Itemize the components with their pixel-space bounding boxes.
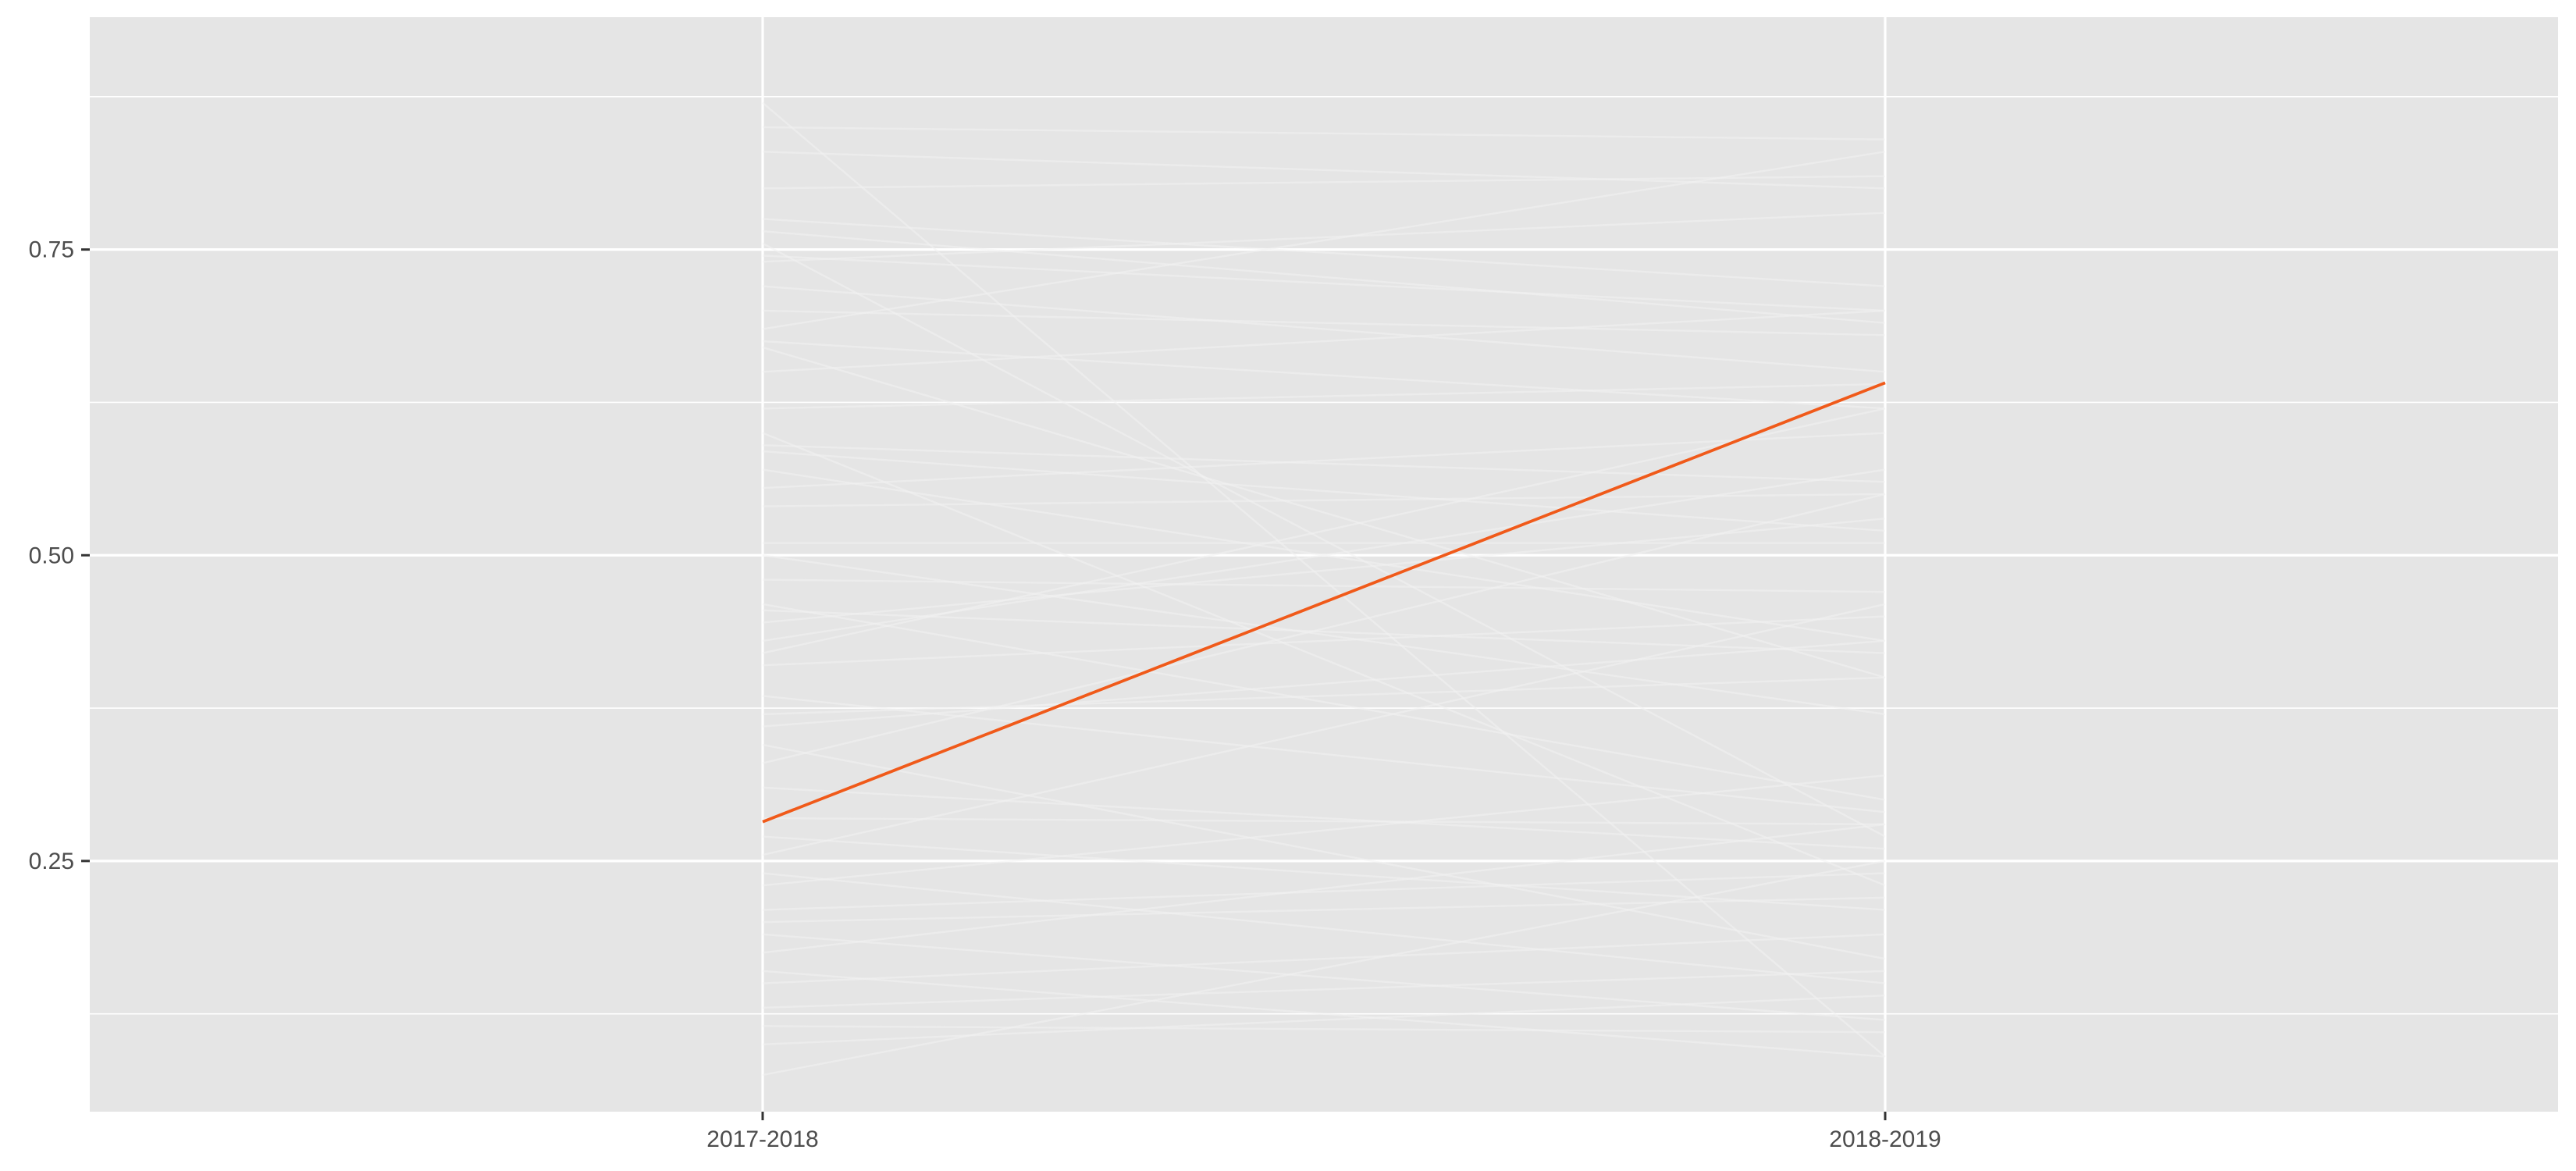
background-series-line <box>762 212 1886 263</box>
background-series-line <box>762 817 1886 826</box>
background-series-line <box>762 126 1886 141</box>
background-series-line <box>762 639 1886 728</box>
background-series-line <box>762 218 1886 287</box>
y-tick-label: 0.75 <box>29 237 74 263</box>
background-series-line <box>762 970 1886 1058</box>
background-series-line <box>762 346 1886 679</box>
background-series-line <box>762 230 1886 324</box>
y-tick-label: 0.25 <box>29 849 74 874</box>
background-series-line <box>762 603 1886 856</box>
background-series-line <box>762 1025 1886 1034</box>
background-series-line <box>762 493 1886 764</box>
background-series-line <box>762 823 1886 954</box>
background-series-line <box>762 603 1886 801</box>
background-series-line <box>762 970 1886 1009</box>
background-series-line <box>762 835 1886 911</box>
background-series-line <box>762 309 1886 336</box>
highlight-series-line <box>762 381 1886 824</box>
background-series-line <box>762 309 1886 373</box>
y-axis: 0.25 0.50 0.75 <box>29 237 90 874</box>
background-series-line <box>762 615 1886 667</box>
background-series-line <box>762 786 1886 850</box>
background-series-line <box>762 933 1886 1021</box>
background-series-line <box>762 432 1886 887</box>
plot-panel <box>90 17 2558 1112</box>
background-series-line <box>762 933 1886 984</box>
background-series-line <box>762 254 1886 312</box>
background-series-line <box>762 695 1886 813</box>
x-axis: 2017-2018 2018-2019 <box>706 1112 1941 1152</box>
background-series-line <box>762 340 1886 410</box>
y-tick-label: 0.50 <box>29 543 74 568</box>
x-tick-label: 2017-2018 <box>706 1127 818 1152</box>
background-series-line <box>762 383 1886 410</box>
background-series-line <box>762 872 1886 911</box>
background-series-line <box>762 774 1886 887</box>
background-series-line <box>762 743 1886 960</box>
background-series-line <box>762 450 1886 532</box>
background-series-line <box>762 175 1886 190</box>
background-series-line <box>762 896 1886 924</box>
x-tick-label: 2018-2019 <box>1829 1127 1941 1152</box>
background-series-line <box>762 444 1886 483</box>
background-series-line <box>762 872 1886 984</box>
background-series-line <box>762 994 1886 1046</box>
background-series-line <box>762 242 1886 838</box>
background-series-group <box>762 101 1886 1077</box>
background-series-line <box>762 860 1886 1077</box>
background-series-line <box>762 518 1886 624</box>
background-series-line <box>762 408 1886 654</box>
background-series-line <box>762 578 1886 593</box>
background-series-line <box>762 285 1886 373</box>
background-series-line <box>762 432 1886 489</box>
background-series-line <box>762 151 1886 190</box>
highlight-series-group <box>762 381 1886 824</box>
background-series-line <box>762 493 1886 507</box>
background-series-line <box>762 151 1886 330</box>
background-series-line <box>762 676 1886 716</box>
